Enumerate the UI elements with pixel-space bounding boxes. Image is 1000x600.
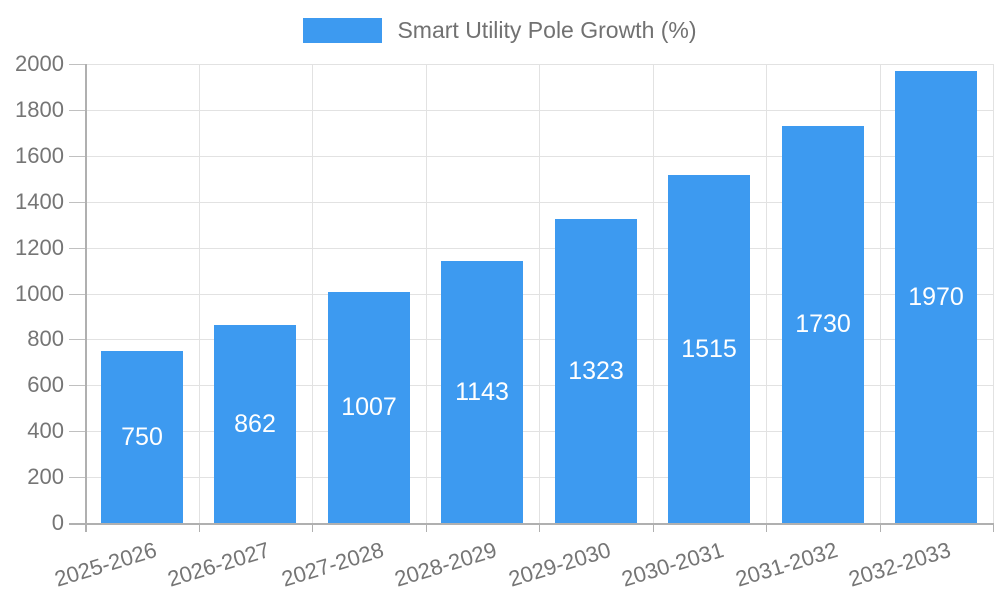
- y-axis-tick: [69, 339, 85, 340]
- y-axis-label: 200: [27, 464, 64, 489]
- y-axis-label: 1600: [15, 143, 64, 168]
- bar-value-label: 1143: [455, 378, 509, 406]
- y-axis-tick: [69, 294, 85, 295]
- x-axis-baseline: [69, 523, 993, 525]
- y-axis-tick: [69, 477, 85, 478]
- gridline-vertical: [653, 64, 654, 523]
- y-axis-label: 2000: [15, 51, 64, 76]
- gridline-vertical: [766, 64, 767, 523]
- y-axis-label: 1200: [15, 235, 64, 260]
- gridline-vertical: [539, 64, 540, 523]
- y-axis-label: 800: [27, 326, 64, 351]
- gridline-vertical: [312, 64, 313, 523]
- bar-value-label: 1007: [341, 393, 397, 421]
- bar-value-label: 1730: [795, 310, 851, 338]
- bar[interactable]: [668, 175, 750, 523]
- x-axis-tick: [880, 523, 881, 532]
- y-axis-tick: [69, 248, 85, 249]
- y-axis-label: 1400: [15, 189, 64, 214]
- x-axis-tick: [539, 523, 540, 532]
- gridline-vertical: [199, 64, 200, 523]
- gridline-vertical: [880, 64, 881, 523]
- x-axis-tick: [653, 523, 654, 532]
- gridline-vertical: [426, 64, 427, 523]
- legend-swatch: [303, 18, 383, 43]
- y-axis-label: 1800: [15, 97, 64, 122]
- bar[interactable]: [782, 126, 864, 523]
- bar-value-label: 862: [234, 410, 276, 438]
- x-axis-tick: [199, 523, 200, 532]
- x-axis-label: 2032-2033: [845, 537, 954, 592]
- bar-value-label: 750: [121, 423, 163, 451]
- bar-value-label: 1970: [908, 283, 964, 311]
- y-axis-tick: [69, 64, 85, 65]
- bar[interactable]: [101, 351, 183, 523]
- x-axis-label: 2030-2031: [618, 537, 727, 592]
- legend[interactable]: Smart Utility Pole Growth (%): [0, 17, 1000, 44]
- y-axis-tick: [69, 156, 85, 157]
- y-axis-tick: [69, 202, 85, 203]
- y-axis-line: [85, 64, 87, 532]
- x-axis-label: 2025-2026: [51, 537, 160, 592]
- x-axis-label: 2031-2032: [732, 537, 841, 592]
- y-axis-label: 600: [27, 372, 64, 397]
- bar[interactable]: [214, 325, 296, 523]
- y-axis-label: 400: [27, 418, 64, 443]
- x-axis-tick: [312, 523, 313, 532]
- y-axis-tick: [69, 110, 85, 111]
- y-axis-tick: [69, 385, 85, 386]
- bar-value-label: 1323: [568, 357, 624, 385]
- gridline-vertical: [993, 64, 994, 523]
- x-axis-tick: [993, 523, 994, 532]
- legend-label: Smart Utility Pole Growth (%): [397, 17, 697, 43]
- x-axis-label: 2026-2027: [164, 537, 273, 592]
- y-axis-label: 1000: [15, 281, 64, 306]
- bar[interactable]: [328, 292, 410, 523]
- x-axis-label: 2028-2029: [391, 537, 500, 592]
- bar[interactable]: [441, 261, 523, 523]
- x-axis-label: 2027-2028: [278, 537, 387, 592]
- x-axis-label: 2029-2030: [505, 537, 614, 592]
- bar[interactable]: [555, 219, 637, 523]
- bar-value-label: 1515: [681, 335, 737, 363]
- x-axis-tick: [426, 523, 427, 532]
- y-axis-label: 0: [51, 510, 64, 535]
- x-axis-tick: [766, 523, 767, 532]
- bar[interactable]: [895, 71, 977, 523]
- y-axis-tick: [69, 431, 85, 432]
